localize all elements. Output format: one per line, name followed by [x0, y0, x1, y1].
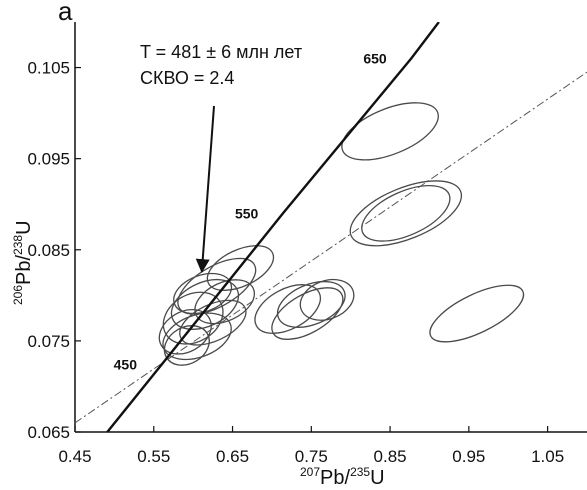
reference-line — [75, 71, 587, 424]
axis-ticks: 0.45 0.55 0.65 0.75 0.85 0.95 1.05 0.065 0.075 0.… — [27, 59, 564, 466]
error-ellipse — [254, 284, 322, 334]
x-tick-label: 0.45 — [58, 447, 91, 466]
annotation-mswd: СКВО = 2.4 — [140, 68, 234, 88]
plot-area — [74, 22, 587, 433]
annotation-age: T = 481 ± 6 млн лет — [140, 42, 302, 62]
error-ellipse — [163, 325, 210, 366]
concordia-curve — [106, 22, 440, 432]
error-ellipse — [349, 180, 463, 247]
x-tick-label: 0.75 — [295, 447, 328, 466]
error-ellipse — [158, 308, 212, 355]
error-ellipse — [271, 287, 344, 340]
error-ellipse — [206, 245, 275, 291]
y-tick-label: 0.085 — [27, 241, 70, 260]
error-ellipse — [276, 280, 346, 328]
y-tick-label: 0.105 — [27, 59, 70, 78]
y-tick-label: 0.075 — [27, 332, 70, 351]
x-tick-label: 0.65 — [216, 447, 249, 466]
y-tick-label: 0.065 — [27, 423, 70, 442]
x-tick-label: 0.85 — [374, 447, 407, 466]
error-ellipse — [179, 299, 247, 346]
error-ellipse — [429, 284, 525, 343]
annotation-arrow — [195, 105, 215, 274]
y-axis-label: 206Pb/238U — [11, 220, 35, 305]
error-ellipse — [361, 184, 451, 242]
x-tick-label: 1.05 — [531, 447, 564, 466]
concordia-age-label: 450 — [114, 357, 138, 373]
error-ellipse — [299, 278, 355, 321]
error-ellipse — [341, 102, 439, 161]
error-ellipse — [173, 272, 233, 315]
y-tick-label: 0.095 — [27, 150, 70, 169]
x-tick-label: 0.95 — [452, 447, 485, 466]
error-ellipses — [158, 102, 525, 366]
x-tick-label: 0.55 — [137, 447, 170, 466]
lines: 450 550 650 — [75, 22, 587, 432]
error-ellipse — [194, 279, 255, 325]
concordia-age-label: 650 — [363, 50, 387, 66]
panel-label: a — [58, 0, 73, 26]
x-axis-label: 207Pb/235U — [300, 465, 385, 489]
concordia-age-label: 550 — [235, 205, 259, 221]
error-ellipse — [170, 278, 240, 330]
